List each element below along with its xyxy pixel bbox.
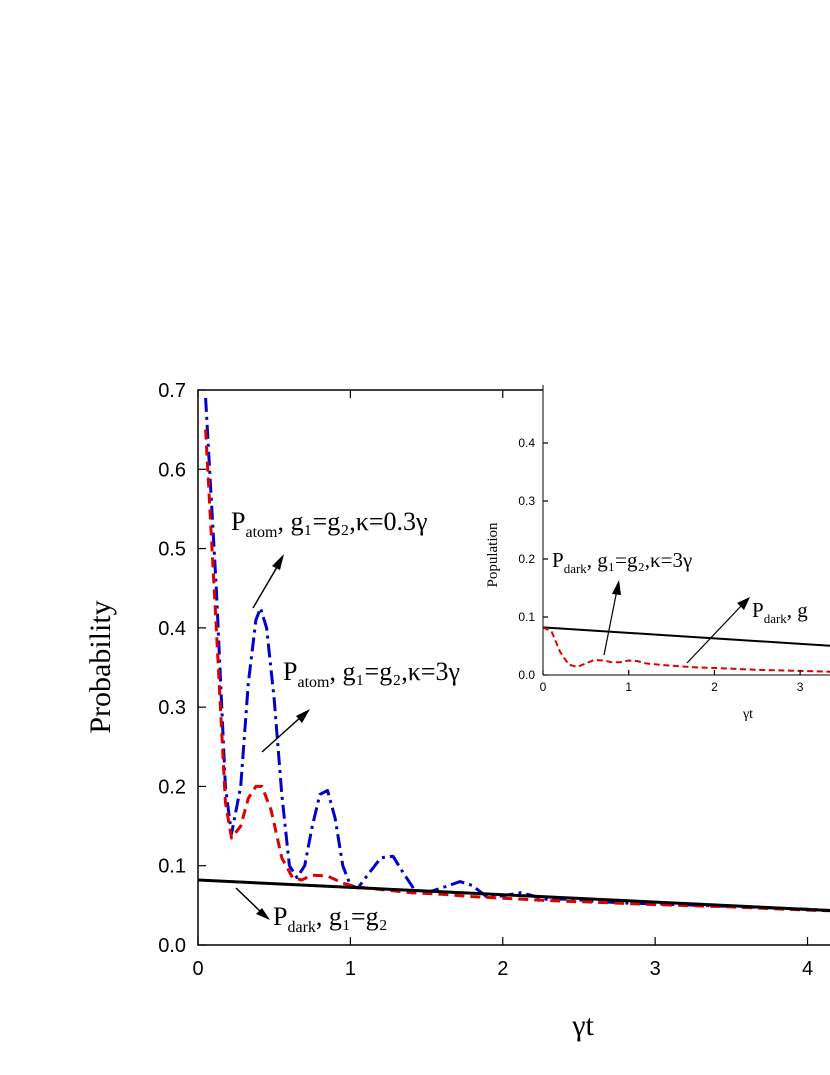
main-annotation-atom-kappa-3: Patom, g₁=g₂,κ=3γ [283,657,460,691]
main-y-tick-label-3: 0.3 [158,697,186,719]
main-series-1 [204,429,830,913]
main-series-0 [204,397,830,912]
main-y-tick-label-1: 0.1 [158,856,186,878]
main-y-tick-label-4: 0.4 [158,618,186,640]
main-arrow-atom-kappa-3 [261,709,310,753]
inset-y-tick-label-1: 0.1 [518,610,535,624]
main-y-tick-label-7: 0.7 [158,380,186,402]
inset-x-tick-label-0: 0 [540,680,547,694]
main-arrow-atom-kappa-0-3 [252,554,284,609]
inset-y-tick-label-4: 0.4 [518,436,535,450]
main-annotation-atom-kappa-0-3: Patom, g₁=g₂,κ=0.3γ [231,507,428,541]
main-arrow-dark [235,887,270,920]
inset-series-0 [542,626,830,647]
inset-y-tick-label-3: 0.3 [518,494,535,508]
inset-annotation-dark-truncated: Pdark, g [752,598,808,626]
inset-x-tick-label-2: 2 [711,680,718,694]
main-x-tick-label-3: 3 [650,958,661,980]
main-y-tick-label-5: 0.5 [158,539,186,561]
main-annotation-dark: Pdark, g₁=g₂ [273,902,388,936]
main-x-tick-label-4: 4 [802,958,813,980]
inset-y-axis-label: Population [485,522,501,588]
main-y-axis-label: Probability [84,600,117,733]
inset-y-tick-label-2: 0.2 [518,552,535,566]
inset-chart: 0 1 2 3 0.0 0.1 0.2 0.3 0.4 γt Population Pdark,… [485,385,830,722]
inset-arrow-dark-truncated [686,597,750,664]
main-x-axis-label: γt [571,1009,594,1042]
main-x-tick-label-2: 2 [497,958,508,980]
inset-x-axis-label: γt [742,707,753,722]
inset-arrow-dark-kappa-3 [603,580,621,656]
main-y-tick-label-0: 0.0 [158,935,186,957]
inset-x-tick-label-3: 3 [797,680,804,694]
main-chart: 0 1 2 3 4 0.0 0.1 0.2 0.3 0.4 0.5 0.6 0.7 γt Probabi… [84,380,830,1042]
main-series-2 [197,878,830,913]
inset-x-tick-label-1: 1 [625,680,632,694]
main-y-tick-label-2: 0.2 [158,776,186,798]
main-plot-frame [197,389,830,946]
main-x-tick-label-0: 0 [192,958,203,980]
main-x-tick-label-1: 1 [345,958,356,980]
inset-series-1 [542,626,830,673]
main-y-tick-label-6: 0.6 [158,459,186,481]
inset-y-tick-label-0: 0.0 [518,668,535,682]
inset-annotation-dark-kappa-3: Pdark, g₁=g₂,κ=3γ [552,548,692,576]
